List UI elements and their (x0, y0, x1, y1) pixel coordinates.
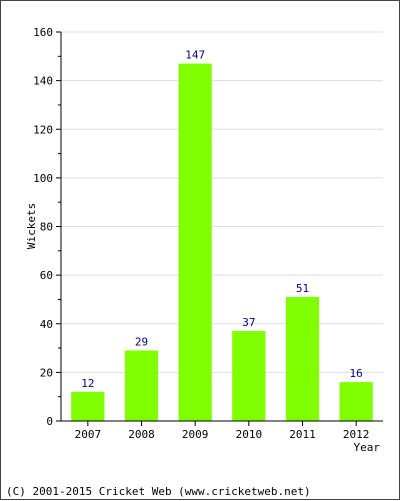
copyright-footer: (C) 2001-2015 Cricket Web (www.cricketwe… (6, 485, 311, 498)
x-tick-label: 2007 (75, 428, 102, 441)
x-axis-title: Year (354, 441, 381, 454)
y-tick-label: 160 (33, 26, 53, 39)
bar (124, 350, 159, 421)
bar (285, 297, 320, 421)
x-tick-label: 2011 (289, 428, 316, 441)
x-tick-label: 2010 (236, 428, 263, 441)
bars (71, 63, 373, 421)
data-label: 37 (242, 316, 255, 329)
axes: 0 20 40 60 80 100 120 140 160 2007 2008 2009 2010 201… (33, 26, 383, 441)
y-tick-label: 100 (33, 172, 53, 185)
bar (178, 63, 212, 421)
x-tick-label: 2009 (182, 428, 209, 441)
y-axis-title: Wickets (25, 203, 38, 249)
x-tick-label: 2008 (128, 428, 155, 441)
y-tick-label: 120 (33, 123, 53, 136)
bar (232, 331, 266, 421)
y-tick-label: 40 (40, 318, 53, 331)
y-tick-label: 20 (40, 366, 53, 379)
data-label: 147 (185, 49, 205, 62)
data-label: 12 (81, 377, 94, 390)
gridlines (61, 31, 383, 373)
data-label: 29 (135, 335, 148, 348)
y-tick-label: 60 (40, 269, 53, 282)
x-tick-label: 2012 (343, 428, 370, 441)
data-label: 16 (350, 367, 363, 380)
y-tick-label: 0 (46, 415, 53, 428)
bar (339, 382, 373, 421)
data-label: 51 (296, 282, 309, 295)
data-labels: 12 29 147 37 51 16 (81, 49, 363, 390)
y-tick-label: 80 (40, 221, 53, 234)
bar (71, 391, 105, 421)
y-tick-label: 140 (33, 75, 53, 88)
